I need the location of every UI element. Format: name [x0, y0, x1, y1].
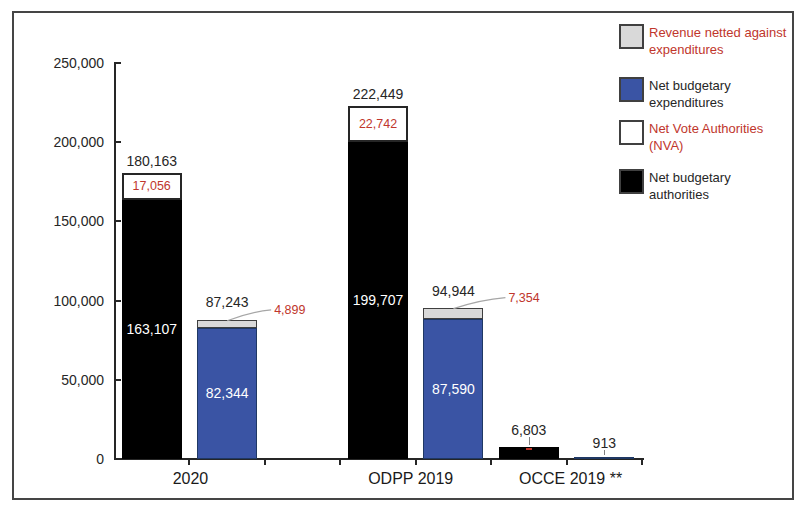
legend-label-net-vote-authorities: Net Vote Authorities (NVA)	[649, 120, 791, 154]
x-axis-tick	[490, 460, 492, 465]
segment-value-label: 17,056	[133, 179, 171, 193]
legend-label-net-budgetary-expenditures: Net budgetary expenditures	[649, 77, 791, 111]
y-axis-tick	[116, 141, 121, 143]
bar-value-label: 199,707	[353, 292, 404, 308]
legend-swatch-net-budgetary-expenditures	[619, 77, 644, 102]
x-axis-tick	[415, 460, 417, 465]
page: { "legend": { "items": [ {"name": "reven…	[0, 0, 804, 514]
legend-item-net-budgetary-expenditures: Net budgetary expenditures	[619, 77, 791, 111]
y-axis-tick-label: 100,000	[34, 293, 104, 309]
total-value-label: 87,243	[206, 294, 249, 310]
legend-label-revenue-netted-against-expenditures: Revenue netted against expenditures	[649, 24, 791, 58]
legend-item-revenue-netted-against-expenditures: Revenue netted against expenditures	[619, 24, 791, 58]
y-axis-tick	[116, 62, 121, 64]
bar-value-label: 82,344	[206, 385, 249, 401]
bar-2020-expenditures-nva-segment	[197, 320, 257, 328]
legend-item-net-vote-authorities: Net Vote Authorities (NVA)	[619, 120, 791, 154]
bar-odpp-2019-expenditures-nva-segment	[423, 308, 483, 320]
total-value-label: 94,944	[432, 283, 475, 299]
y-axis-tick	[116, 379, 121, 381]
y-axis-tick	[116, 300, 121, 302]
segment-value-label: 7,354	[508, 291, 539, 305]
label-leader-line	[529, 437, 530, 445]
category-label: 2020	[173, 470, 209, 488]
label-leader-line	[604, 450, 605, 455]
x-axis-tick	[339, 460, 341, 465]
segment-value-label: 22,742	[359, 117, 397, 131]
plot-area: 0 50,000 100,000 150,000 200,000 250,000 2020 O…	[0, 0, 804, 514]
x-axis-tick	[566, 460, 568, 465]
y-axis-tick-label: 0	[34, 451, 104, 467]
bar-value-label: 87,590	[432, 381, 475, 397]
y-axis-line	[114, 62, 116, 460]
x-axis-tick	[264, 460, 266, 465]
total-value-label: 6,803	[511, 422, 546, 438]
y-axis-tick-label: 200,000	[34, 134, 104, 150]
bar-value-label: 163,107	[126, 321, 177, 337]
total-value-label: 913	[593, 435, 616, 451]
legend-label-net-budgetary-authorities: Net budgetary authorities	[649, 169, 791, 203]
segment-value-label: 4,899	[274, 303, 305, 317]
x-axis-tick	[188, 460, 190, 465]
category-label: OCCE 2019 **	[519, 470, 622, 488]
y-axis-tick-label: 150,000	[34, 213, 104, 229]
y-axis-tick-label: 50,000	[34, 372, 104, 388]
y-axis-tick-label: 250,000	[34, 55, 104, 71]
legend-item-net-budgetary-authorities: Net budgetary authorities	[619, 169, 791, 203]
legend-swatch-revenue-netted-against-expenditures	[619, 24, 644, 49]
tiny-red-mark	[526, 448, 532, 450]
legend-swatch-net-budgetary-authorities	[619, 169, 644, 194]
category-label: ODPP 2019	[368, 470, 453, 488]
bar-occe-2019-expenditures	[574, 457, 634, 459]
y-axis-tick	[116, 220, 121, 222]
legend-swatch-net-vote-authorities	[619, 120, 644, 145]
total-value-label: 180,163	[126, 153, 177, 169]
total-value-label: 222,449	[353, 86, 404, 102]
x-axis-tick	[641, 460, 643, 465]
y-axis-tick	[116, 458, 121, 460]
